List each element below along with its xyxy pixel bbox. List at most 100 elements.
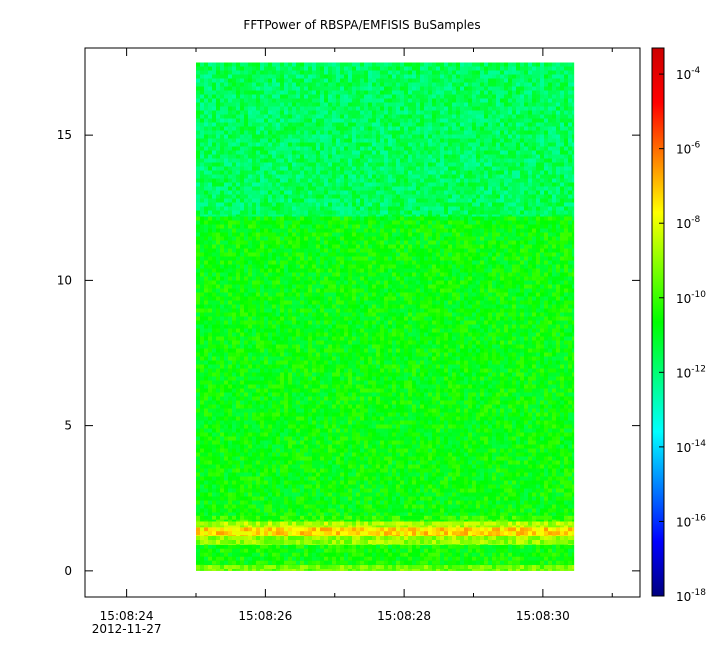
spectrogram-cell xyxy=(316,353,320,357)
spectrogram-cell xyxy=(288,293,292,297)
spectrogram-cell xyxy=(572,229,574,233)
spectrogram-cell xyxy=(240,544,244,545)
spectrogram-cell xyxy=(496,333,500,337)
spectrogram-cell xyxy=(336,561,340,565)
spectrogram-cell xyxy=(332,313,336,317)
spectrogram-cell xyxy=(504,273,508,277)
spectrogram-cell xyxy=(492,233,496,237)
spectrogram-cell xyxy=(196,321,200,325)
spectrogram-cell xyxy=(304,233,308,237)
spectrogram-cell xyxy=(256,565,260,569)
spectrogram-cell xyxy=(472,305,476,309)
spectrogram-cell xyxy=(532,297,536,301)
spectrogram-cell xyxy=(560,313,564,317)
spectrogram-cell xyxy=(400,545,404,549)
spectrogram-cell xyxy=(228,285,232,289)
spectrogram-cell xyxy=(564,305,568,309)
spectrogram-cell xyxy=(320,309,324,313)
spectrogram-cell xyxy=(352,535,356,536)
spectrogram-cell xyxy=(480,253,484,257)
spectrogram-cell xyxy=(460,273,464,277)
spectrogram-cell xyxy=(384,536,388,540)
spectrogram-cell xyxy=(272,353,276,357)
spectrogram-cell xyxy=(388,540,392,544)
spectrogram-cell xyxy=(372,253,376,257)
spectrogram-cell xyxy=(572,527,574,531)
spectrogram-cell xyxy=(340,535,344,536)
spectrogram-cell xyxy=(460,269,464,273)
spectrogram-cell xyxy=(560,557,564,561)
spectrogram-cell xyxy=(268,522,272,526)
spectrogram-cell xyxy=(296,516,300,520)
spectrogram-cell xyxy=(360,241,364,245)
spectrogram-cell xyxy=(412,565,416,569)
spectrogram-cell xyxy=(440,345,444,349)
spectrogram-cell xyxy=(432,561,436,565)
spectrogram-cell xyxy=(468,545,472,549)
spectrogram-cell xyxy=(512,221,516,225)
spectrogram-cell xyxy=(420,557,424,561)
spectrogram-cell xyxy=(460,536,464,540)
spectrogram-cell xyxy=(424,309,428,313)
spectrogram-cell xyxy=(240,217,244,221)
spectrogram-cell xyxy=(292,349,296,353)
spectrogram-cell xyxy=(368,317,372,321)
spectrogram-cell xyxy=(356,345,360,349)
spectrogram-cell xyxy=(356,557,360,561)
spectrogram-cell xyxy=(344,520,348,522)
spectrogram-cell xyxy=(356,285,360,289)
spectrogram-cell xyxy=(552,225,556,229)
spectrogram-cell xyxy=(208,341,212,345)
spectrogram-cell xyxy=(328,301,332,305)
spectrogram-cell xyxy=(436,522,440,526)
spectrogram-cell xyxy=(228,544,232,545)
spectrogram-cell xyxy=(564,245,568,249)
spectrogram-cell xyxy=(204,309,208,313)
spectrogram-cell xyxy=(380,565,384,569)
spectrogram-cell xyxy=(500,245,504,249)
spectrogram-cell xyxy=(496,261,500,265)
spectrogram-cell xyxy=(316,345,320,349)
spectrogram-cell xyxy=(436,561,440,565)
spectrogram-cell xyxy=(296,337,300,341)
spectrogram-cell xyxy=(568,313,572,317)
spectrogram-cell xyxy=(308,527,312,531)
spectrogram-cell xyxy=(244,237,248,241)
spectrogram-cell xyxy=(396,285,400,289)
spectrogram-cell xyxy=(312,297,316,301)
spectrogram-cell xyxy=(196,329,200,333)
spectrogram-cell xyxy=(224,553,228,557)
spectrogram-cell xyxy=(440,540,444,544)
spectrogram-cell xyxy=(404,281,408,285)
spectrogram-cell xyxy=(440,269,444,273)
spectrogram-cell xyxy=(308,305,312,309)
spectrogram-cell xyxy=(364,329,368,333)
spectrogram-cell xyxy=(480,569,484,571)
spectrogram-cell xyxy=(464,313,468,317)
spectrogram-cell xyxy=(352,545,356,549)
spectrogram-cell xyxy=(436,225,440,229)
spectrogram-cell xyxy=(500,545,504,549)
spectrogram-cell xyxy=(492,349,496,353)
spectrogram-cell xyxy=(428,561,432,565)
spectrogram-cell xyxy=(436,233,440,237)
spectrogram-cell xyxy=(208,345,212,349)
spectrogram-cell xyxy=(552,321,556,325)
spectrogram-cell xyxy=(456,305,460,309)
spectrogram-cell xyxy=(296,545,300,549)
spectrogram-cell xyxy=(500,297,504,301)
spectrogram-cell xyxy=(340,337,344,341)
spectrogram-cell xyxy=(252,337,256,341)
spectrogram-cell xyxy=(336,277,340,281)
spectrogram-cell xyxy=(544,217,548,221)
spectrogram-cell xyxy=(320,353,324,357)
spectrogram-cell xyxy=(408,261,412,265)
spectrogram-cell xyxy=(300,333,304,337)
spectrogram-cell xyxy=(216,225,220,229)
spectrogram-cell xyxy=(472,545,476,549)
spectrogram-cell xyxy=(268,301,272,305)
spectrogram-cell xyxy=(488,261,492,265)
spectrogram-cell xyxy=(544,233,548,237)
spectrogram-cell xyxy=(232,305,236,309)
spectrogram-cell xyxy=(324,569,328,571)
